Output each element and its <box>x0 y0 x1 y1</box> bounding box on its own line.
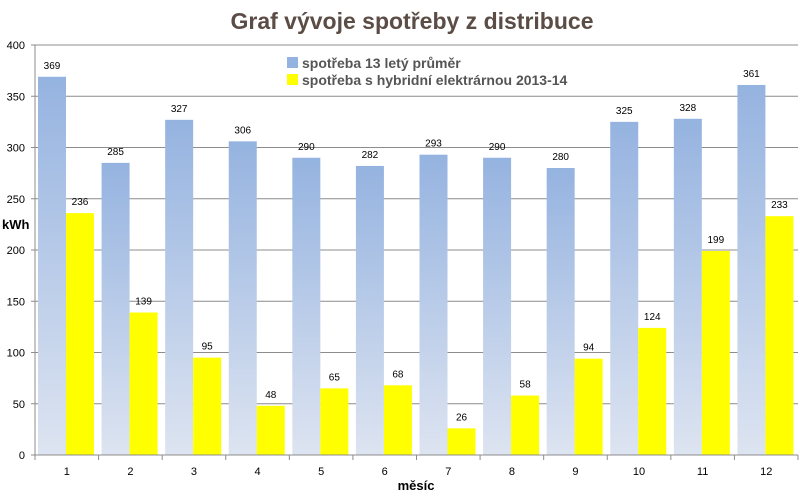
data-label: 65 <box>329 372 341 383</box>
bar-hybrid <box>701 251 730 455</box>
y-tick-label: 250 <box>7 194 25 206</box>
bar-hybrid <box>383 385 412 455</box>
x-tick-label: 12 <box>760 466 772 478</box>
data-label: 124 <box>644 312 661 323</box>
x-tick-label: 4 <box>254 466 260 478</box>
data-label: 290 <box>298 142 315 153</box>
data-label: 285 <box>107 147 124 158</box>
bar-hybrid <box>574 358 603 455</box>
data-label: 68 <box>392 369 404 380</box>
bars: 369 236 285 139 327 95 306 48 290 65 282 68 293 26 290… <box>38 61 794 456</box>
data-label: 290 <box>489 142 506 153</box>
bar-hybrid <box>66 213 94 455</box>
y-tick-label: 400 <box>7 40 25 52</box>
legend-swatch-hybrid <box>287 74 298 85</box>
legend-label-hybrid: spotřeba s hybridní elektrárnou 2013-14 <box>302 72 568 88</box>
y-tick-label: 50 <box>13 399 25 411</box>
y-tick-label: 100 <box>7 348 25 360</box>
data-label: 306 <box>234 125 251 136</box>
data-label: 328 <box>679 103 696 114</box>
legend: spotřeba 13 letý průměr spotřeba s hybri… <box>287 55 568 88</box>
bar-average <box>419 154 448 456</box>
bar-hybrid <box>193 357 222 455</box>
bar-average <box>165 119 194 455</box>
legend-label-avg: spotřeba 13 letý průměr <box>302 55 461 71</box>
x-axis-label: měsíc <box>398 478 435 493</box>
bar-average <box>228 141 257 455</box>
bar-average <box>737 84 766 455</box>
data-label: 282 <box>362 150 379 161</box>
bar-average <box>546 168 575 455</box>
y-tick-label: 350 <box>7 91 25 103</box>
data-label: 26 <box>456 412 468 423</box>
x-tick-label: 1 <box>64 466 70 478</box>
x-tick-label: 11 <box>697 466 708 478</box>
y-tick-label: 300 <box>7 143 25 155</box>
y-axis-label: kWh <box>2 217 30 232</box>
x-tick-label: 3 <box>191 466 197 478</box>
data-label: 48 <box>265 390 277 401</box>
bar-hybrid <box>638 327 667 455</box>
data-label: 58 <box>520 380 532 391</box>
data-label: 293 <box>425 139 442 150</box>
bar-average <box>38 76 66 456</box>
bar-hybrid <box>765 216 794 455</box>
gridlines <box>35 44 798 405</box>
bar-hybrid <box>129 312 158 455</box>
bar-average <box>673 118 702 456</box>
bar-average <box>101 162 130 455</box>
data-label: 280 <box>552 152 569 163</box>
x-tick-label: 9 <box>572 466 578 478</box>
bar-hybrid <box>447 428 476 455</box>
data-label: 369 <box>44 61 61 72</box>
y-tick-label: 150 <box>7 296 25 308</box>
x-tick-label: 8 <box>509 466 515 478</box>
data-label: 95 <box>202 342 214 353</box>
bar-average <box>483 157 512 455</box>
bar-average <box>610 121 639 455</box>
data-label: 139 <box>135 297 152 308</box>
bar-average <box>292 157 321 455</box>
data-label: 327 <box>171 104 188 115</box>
data-label: 199 <box>707 235 724 246</box>
legend-swatch-avg <box>287 57 298 68</box>
x-tick-label: 6 <box>382 466 388 478</box>
bar-hybrid <box>256 405 285 455</box>
bar-hybrid <box>511 395 540 455</box>
data-label: 236 <box>72 197 89 208</box>
data-label: 361 <box>743 69 760 80</box>
x-tick-label: 5 <box>318 466 324 478</box>
y-tick-label: 200 <box>7 245 25 257</box>
data-label: 94 <box>583 343 595 354</box>
x-tick-label: 7 <box>445 466 451 478</box>
data-label: 233 <box>771 200 788 211</box>
x-tick-label: 2 <box>127 466 133 478</box>
bar-hybrid <box>320 388 349 455</box>
y-tick-label: 0 <box>19 450 25 462</box>
x-tick-label: 10 <box>633 466 645 478</box>
chart-title: Graf vývoje spotřeby z distribuce <box>230 8 593 34</box>
bar-average <box>355 165 384 455</box>
data-label: 325 <box>616 106 633 117</box>
